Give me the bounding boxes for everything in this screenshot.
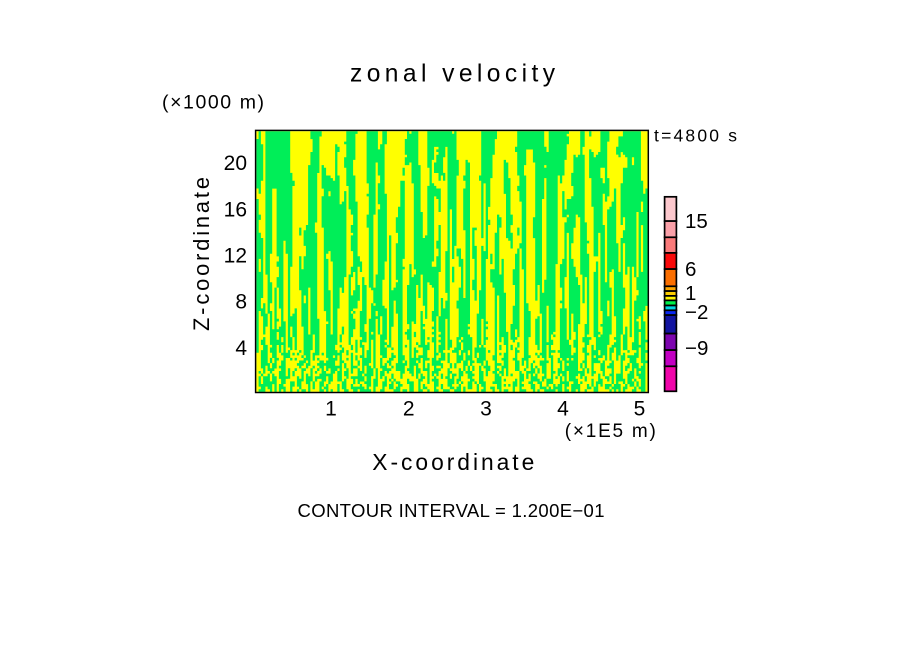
svg-text:20: 20: [224, 152, 247, 175]
svg-text:3: 3: [480, 398, 492, 421]
svg-text:15: 15: [685, 210, 708, 233]
svg-text:16: 16: [224, 198, 247, 221]
svg-text:−9: −9: [685, 337, 708, 360]
svg-text:12: 12: [224, 245, 247, 268]
svg-text:(×1E5 m): (×1E5 m): [565, 421, 656, 442]
svg-text:zonal velocity: zonal velocity: [350, 61, 556, 88]
svg-text:CONTOUR INTERVAL = 1.200E−01: CONTOUR INTERVAL = 1.200E−01: [298, 500, 605, 521]
svg-text:2: 2: [403, 398, 415, 421]
svg-text:1: 1: [325, 398, 337, 421]
svg-text:4: 4: [235, 337, 247, 360]
svg-text:5: 5: [634, 398, 646, 421]
svg-text:−2: −2: [685, 301, 708, 324]
svg-text:4: 4: [557, 398, 569, 421]
svg-text:Z-coordinate: Z-coordinate: [189, 177, 214, 331]
svg-text:8: 8: [235, 291, 247, 314]
svg-text:(×1000 m): (×1000 m): [162, 91, 264, 113]
svg-text:6: 6: [685, 258, 696, 281]
svg-text:1: 1: [685, 282, 696, 305]
